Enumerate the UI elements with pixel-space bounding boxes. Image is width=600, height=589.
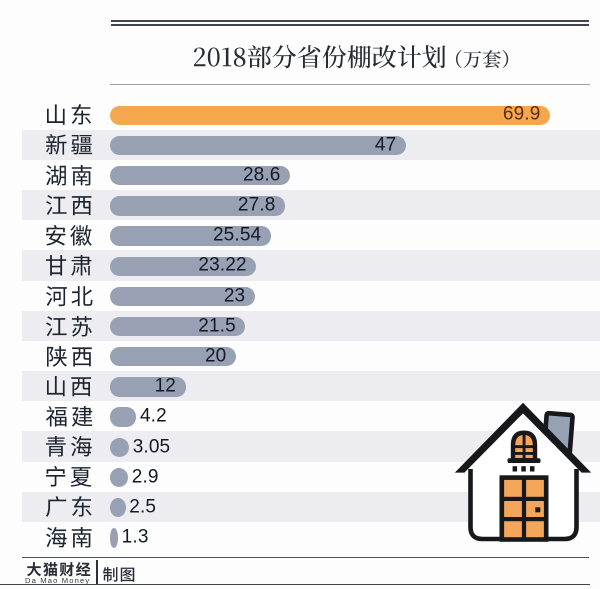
footer-bottom-rule xyxy=(0,583,590,586)
row-label-青海 xyxy=(46,436,92,457)
row-label-广东 xyxy=(46,496,92,518)
chart-row: 21.5 xyxy=(22,310,600,341)
bar-value: 25.54 xyxy=(212,224,262,246)
attic-dots xyxy=(512,466,535,472)
row-label xyxy=(22,160,116,190)
credit-label xyxy=(102,567,135,582)
attic-window xyxy=(507,430,541,463)
row-label-山东 xyxy=(47,104,92,125)
footer-top-rule xyxy=(22,556,589,558)
bar xyxy=(110,105,550,125)
bar-value: 23 xyxy=(223,285,246,307)
bar xyxy=(110,347,236,367)
door-knob xyxy=(535,507,541,513)
row-label xyxy=(22,371,116,401)
bar-value: 4.2 xyxy=(139,405,167,427)
credit-block xyxy=(101,565,136,589)
bar xyxy=(110,226,271,246)
brand-name-cn xyxy=(27,561,91,577)
row-label-甘肃 xyxy=(46,255,92,276)
row-label xyxy=(22,522,116,552)
row-label-海南 xyxy=(46,526,92,548)
row-label-湖南 xyxy=(46,164,92,186)
bar-value: 47 xyxy=(374,134,397,156)
bar xyxy=(110,467,129,488)
bar-value: 12 xyxy=(154,375,177,397)
bar xyxy=(110,437,130,458)
chart-title-text xyxy=(193,44,446,69)
chart-row: 23.22 xyxy=(22,250,600,281)
chart-row: 47 xyxy=(22,129,600,160)
bar-value: 28.6 xyxy=(242,164,281,186)
bar xyxy=(110,135,406,156)
chart-row: 69.9 xyxy=(22,99,600,129)
header-double-rule-bottom xyxy=(111,24,589,26)
row-label xyxy=(22,220,116,250)
header-double-rule-top xyxy=(111,20,589,22)
row-label-河北 xyxy=(45,285,93,306)
row-label-山西 xyxy=(47,376,91,397)
bar-value: 27.8 xyxy=(237,194,276,216)
chart-row: 25.54 xyxy=(22,220,600,250)
bar-value: 2.9 xyxy=(131,466,159,488)
brand-block xyxy=(25,560,93,583)
bar xyxy=(110,165,290,186)
bar xyxy=(110,528,119,548)
row-label-福建 xyxy=(45,406,93,427)
row-label-江苏 xyxy=(46,315,92,337)
bar xyxy=(110,256,257,276)
brand-name-en: Da Mao Money xyxy=(25,575,91,585)
footer-divider xyxy=(96,559,98,585)
chart-row: 12 xyxy=(22,371,600,402)
bar-value: 21.5 xyxy=(198,315,236,337)
bar xyxy=(110,316,246,337)
chart-row: 27.8 xyxy=(22,189,600,221)
bar-value: 3.05 xyxy=(132,436,171,458)
row-label xyxy=(22,341,116,371)
row-label xyxy=(22,311,116,341)
bar-value: 2.5 xyxy=(129,496,157,518)
bar xyxy=(110,196,285,216)
chart-row: 20 xyxy=(22,341,600,371)
house-icon xyxy=(454,402,592,542)
bar-value: 23.22 xyxy=(198,254,247,276)
row-label-安徽 xyxy=(46,224,92,246)
chart-row: 2.9 xyxy=(22,462,600,492)
row-label xyxy=(22,492,116,522)
row-label xyxy=(22,281,116,311)
chart-row: 23 xyxy=(22,281,600,311)
row-label-宁夏 xyxy=(46,466,92,488)
row-label-陕西 xyxy=(46,345,92,367)
bar-value: 1.3 xyxy=(121,526,149,548)
title-underline xyxy=(110,84,590,86)
row-label xyxy=(22,99,116,129)
chart-row: 28.6 xyxy=(22,160,600,190)
roof xyxy=(454,402,592,473)
row-label xyxy=(22,431,116,461)
row-label-新疆 xyxy=(46,134,93,155)
row-label xyxy=(22,190,116,220)
bar xyxy=(110,498,126,518)
chart-row: 1.3 xyxy=(22,522,600,552)
bar-value: 20 xyxy=(204,345,227,367)
row-label xyxy=(22,130,116,160)
row-label xyxy=(22,250,116,280)
row-label-江西 xyxy=(46,194,92,216)
bar xyxy=(110,377,186,397)
row-label xyxy=(22,401,116,431)
bar xyxy=(110,407,137,427)
bar xyxy=(110,286,255,307)
bar-value: 69.9 xyxy=(502,103,541,125)
house-door xyxy=(499,475,549,542)
chart-title-unit xyxy=(455,49,508,68)
row-label xyxy=(22,462,116,492)
chart-row: 4.2 xyxy=(22,401,600,431)
